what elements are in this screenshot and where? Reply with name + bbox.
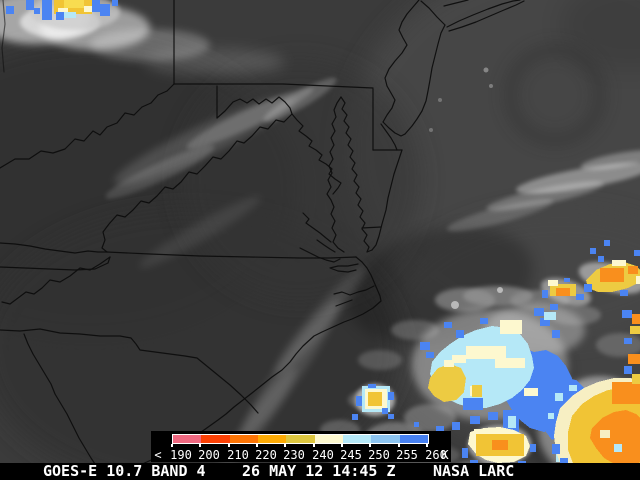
scale-segment — [201, 435, 230, 443]
status-bar: GOES-E 10.7 BAND 4 26 MAY 12 14:45 Z NAS… — [0, 463, 640, 480]
scale-segment — [286, 435, 315, 443]
border-nj-ny — [420, 0, 446, 26]
coast-long-island-north — [446, 0, 521, 28]
legend-tick — [171, 444, 173, 447]
border-md-va-delmarva — [361, 226, 382, 229]
credit-label: NASA LARC — [433, 462, 515, 480]
cold-cell-northwest — [6, 0, 118, 20]
legend-tick — [256, 444, 258, 447]
legend-tick — [284, 444, 286, 447]
legend-label: 250 — [368, 448, 390, 462]
cold-cell-small — [356, 384, 394, 414]
border-ohio-river — [0, 83, 175, 169]
river-rappahannock — [302, 212, 332, 243]
legend-label: 260 — [425, 448, 447, 462]
legend-label: 220 — [255, 448, 277, 462]
coast-neuse — [335, 299, 353, 307]
chesapeake-bay-east — [340, 96, 373, 253]
coast-connecticut — [443, 0, 469, 7]
legend-label: 200 — [198, 448, 220, 462]
scale-segment — [229, 435, 258, 443]
legend-tick — [313, 444, 315, 447]
coast-delaware-bay-de — [380, 123, 398, 151]
border-ky-tn — [0, 256, 111, 271]
legend-tick — [341, 444, 343, 447]
state-borders — [0, 0, 374, 465]
border-sc-ga — [23, 333, 96, 465]
legend-label: 255 — [396, 448, 418, 462]
legend-tick — [398, 444, 400, 447]
border-ky-va — [0, 242, 108, 254]
coastlines — [99, 0, 525, 479]
border-mason-dixon — [173, 83, 374, 89]
legend-label: 230 — [283, 448, 305, 462]
product-label: GOES-E 10.7 BAND 4 — [43, 462, 206, 480]
coast-albemarle-sound — [329, 263, 359, 273]
border-nj-west — [382, 0, 420, 123]
coast-long-island-south — [448, 0, 525, 32]
scale-segment — [371, 435, 400, 443]
legend-label: 240 — [312, 448, 334, 462]
scale-segment — [399, 435, 428, 443]
color-scale-legend: < 190 200 210 220 230 240 245 250 255 26… — [151, 431, 451, 462]
scale-segment — [342, 435, 372, 443]
coast-delmarva — [371, 149, 403, 251]
border-nc-sc — [0, 328, 259, 414]
border-va-nc — [106, 251, 357, 259]
legend-tick — [228, 444, 230, 447]
river-james — [299, 247, 341, 263]
coast-pamlico — [333, 285, 375, 296]
coast-nc-sc-ga — [99, 256, 382, 479]
cold-cell-southeast-orange — [542, 378, 640, 480]
legend-tick — [199, 444, 201, 447]
cold-cell-right-edge — [622, 310, 640, 384]
chesapeake-bay-west — [326, 96, 345, 253]
legend-unit: K — [441, 448, 449, 462]
legend-tick — [369, 444, 371, 447]
border-wv-va — [101, 113, 293, 253]
border-faint-west — [1, 0, 6, 73]
border-tn-nc — [1, 256, 111, 305]
legend-less-than: < — [154, 448, 162, 462]
legend-label: 190 — [170, 448, 192, 462]
cold-cloud-color-overlay — [6, 0, 640, 480]
legend-label: 245 — [340, 448, 362, 462]
scale-segment — [257, 435, 287, 443]
color-scale-bar — [172, 434, 429, 444]
timestamp-label: 26 MAY 12 14:45 Z — [242, 462, 396, 480]
legend-tick — [426, 444, 428, 447]
cold-cell-upper-streaks — [542, 240, 640, 300]
legend-label: 210 — [227, 448, 249, 462]
coast-delaware-bay-nj — [382, 121, 406, 137]
scale-segment — [314, 435, 343, 443]
coast-nj-atlantic — [404, 24, 446, 135]
river-york — [316, 239, 336, 253]
scale-segment — [173, 435, 202, 443]
